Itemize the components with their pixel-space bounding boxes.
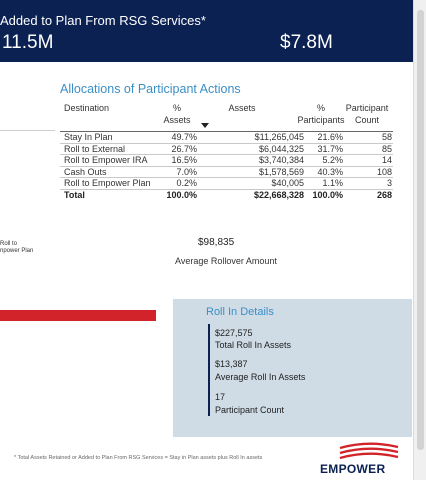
- table-row: Stay In Plan 49.7% $11,265,045 21.6% 58: [60, 132, 393, 144]
- col-pct-participants[interactable]: % Participants: [297, 103, 345, 125]
- allocations-title: Allocations of Participant Actions: [60, 82, 241, 96]
- roll-in-title: Roll In Details: [206, 306, 274, 318]
- roll-in-total-assets-label: Total Roll In Assets: [215, 340, 292, 350]
- table-total-row: Total 100.0% $22,668,328 100.0% 268: [64, 189, 392, 200]
- empower-flag-icon: [339, 442, 399, 460]
- red-progress-bar: [0, 310, 156, 321]
- roll-in-average-label: Average Roll In Assets: [215, 372, 306, 382]
- header-value-left: 11.5M: [2, 32, 54, 53]
- roll-in-participant-label: Participant Count: [215, 405, 285, 415]
- table-row: Cash Outs 7.0% $1,578,569 40.3% 108: [60, 167, 393, 178]
- col-destination[interactable]: Destination: [64, 103, 110, 113]
- col-participant-count[interactable]: Participant Count: [345, 103, 389, 125]
- roll-in-participant-value: 17: [215, 392, 226, 402]
- roll-in-total-assets-value: $227,575: [215, 328, 253, 338]
- left-visual-divider: [0, 130, 55, 131]
- footnote: * Total Assets Retained or Added to Plan…: [14, 455, 263, 461]
- allocations-table: Destination % Assets Assets % Participan…: [60, 100, 393, 201]
- average-rollover-value: $98,835: [198, 237, 235, 248]
- roll-in-average-value: $13,387: [215, 359, 248, 369]
- sort-descending-icon[interactable]: [201, 123, 209, 128]
- scrollbar-thumb[interactable]: [417, 10, 424, 450]
- empower-wordmark: EMPOWER: [320, 462, 386, 476]
- table-row: Roll to Empower IRA 16.5% $3,740,384 5.2…: [60, 155, 393, 167]
- chart-side-label: Roll to npower Plan: [0, 241, 34, 254]
- col-assets[interactable]: Assets: [228, 103, 256, 113]
- roll-in-details-card: Roll In Details $227,575 Total Roll In A…: [173, 299, 412, 437]
- col-pct-assets[interactable]: % Assets: [163, 103, 191, 125]
- header-title: Added to Plan From RSG Services*: [0, 13, 206, 28]
- empower-logo: EMPOWER: [318, 442, 404, 476]
- average-rollover-label: Average Rollover Amount: [175, 256, 277, 266]
- header-banner: Added to Plan From RSG Services* 11.5M $…: [0, 0, 413, 62]
- vertical-scrollbar[interactable]: [413, 0, 426, 480]
- roll-in-accent-line: [208, 324, 210, 416]
- table-header: Destination % Assets Assets % Participan…: [60, 100, 393, 132]
- table-row: Roll to External 26.7% $6,044,325 31.7% …: [60, 144, 393, 155]
- header-value-right: $7.8M: [280, 32, 333, 53]
- table-row: Roll to Empower Plan 0.2% $40,005 1.1% 3: [60, 178, 393, 190]
